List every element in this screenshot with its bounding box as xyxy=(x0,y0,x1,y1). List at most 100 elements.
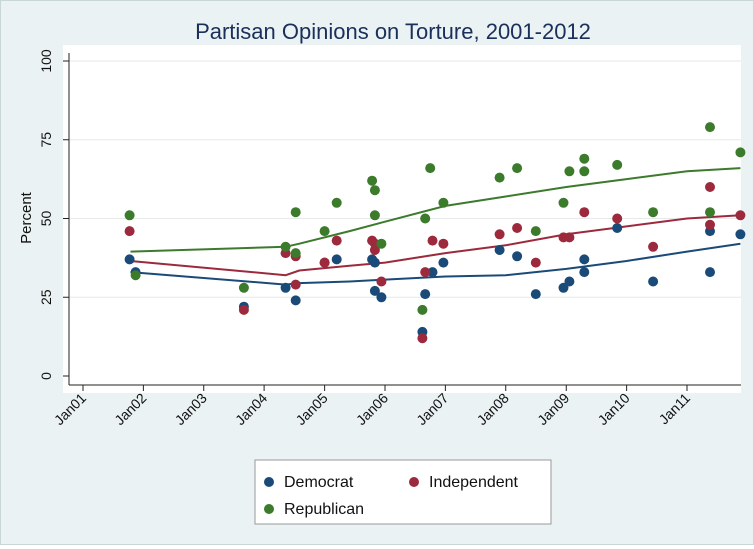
republican-point xyxy=(331,197,342,208)
x-tick-label: Jan11 xyxy=(656,390,694,428)
democrat-point xyxy=(530,289,541,300)
independent-point xyxy=(427,235,438,246)
data-points xyxy=(124,122,746,344)
x-tick-label: Jan07 xyxy=(413,390,451,428)
democrat-point xyxy=(579,254,590,265)
republican-point xyxy=(705,207,715,218)
republican-point xyxy=(579,153,590,164)
democrat-point xyxy=(612,223,623,233)
x-tick-label: Jan05 xyxy=(292,390,330,428)
legend-republican-label: Republican xyxy=(284,501,364,518)
independent-point xyxy=(564,232,575,243)
y-tick-label: 50 xyxy=(38,211,54,227)
independent-point xyxy=(417,333,428,344)
independent-point xyxy=(648,241,659,252)
independent-point xyxy=(512,223,523,233)
republican-point xyxy=(512,163,523,174)
democrat-point xyxy=(564,276,575,287)
republican-point xyxy=(417,304,428,315)
democrat-point xyxy=(331,254,342,265)
republican-point xyxy=(238,282,249,293)
democrat-point xyxy=(648,276,659,287)
x-tick-label: Jan01 xyxy=(51,390,89,428)
legend-independent-marker xyxy=(409,477,419,487)
independent-point xyxy=(420,267,431,278)
x-tick-label: Jan06 xyxy=(353,390,391,428)
democrat-point xyxy=(376,292,387,303)
republican-point xyxy=(612,159,623,170)
republican-point xyxy=(290,248,301,259)
republican-point xyxy=(564,166,575,177)
democrat-point xyxy=(420,289,431,300)
x-tick-label: Jan02 xyxy=(111,390,149,428)
y-axis-label: Percent xyxy=(18,191,35,244)
republican-point xyxy=(130,270,141,281)
legend-independent-label: Independent xyxy=(429,474,519,491)
republican-point xyxy=(558,197,569,208)
republican-point xyxy=(420,213,431,224)
independent-point xyxy=(376,276,387,287)
x-tick-label: Jan04 xyxy=(232,390,270,428)
democrat-point xyxy=(494,245,505,255)
independent-point xyxy=(579,207,590,218)
republican-point xyxy=(124,210,135,221)
democrat-point xyxy=(369,285,380,296)
independent-point xyxy=(331,235,342,246)
democrat-point xyxy=(438,257,449,268)
independent-point xyxy=(530,257,541,268)
independent-fit-line xyxy=(130,214,741,277)
legend-democrat-marker xyxy=(264,477,274,487)
republican-point xyxy=(579,166,590,177)
y-tick-label: 75 xyxy=(38,132,54,148)
independent-point xyxy=(705,219,715,230)
republican-point xyxy=(367,175,378,186)
legend: Democrat Independent Republican xyxy=(264,474,519,518)
democrat-point xyxy=(290,295,301,306)
democrat-point xyxy=(369,257,380,268)
independent-point xyxy=(319,257,330,268)
independent-point xyxy=(735,210,746,221)
y-tick-label: 25 xyxy=(38,289,54,305)
republican-point xyxy=(530,226,541,237)
democrat-point xyxy=(427,267,438,278)
legend-democrat-label: Democrat xyxy=(284,474,354,491)
republican-point xyxy=(369,185,380,196)
independent-point xyxy=(438,238,449,249)
democrat-point xyxy=(512,251,523,262)
y-tick-label: 100 xyxy=(38,49,54,73)
y-tick-label: 0 xyxy=(38,372,54,380)
republican-point xyxy=(735,147,746,158)
independent-point xyxy=(290,279,301,290)
independent-point xyxy=(612,213,623,224)
republican-point xyxy=(705,122,715,133)
republican-point xyxy=(648,207,659,218)
x-tick-label: Jan08 xyxy=(474,390,512,428)
x-tick-label: Jan03 xyxy=(172,390,210,428)
republican-point xyxy=(425,163,436,174)
chart-title: Partisan Opinions on Torture, 2001-2012 xyxy=(195,19,591,44)
democrat-point xyxy=(705,267,715,278)
x-tick-label: Jan10 xyxy=(594,390,632,428)
x-tick-label: Jan09 xyxy=(534,390,572,428)
republican-point xyxy=(494,172,505,183)
democrat-point xyxy=(579,267,590,278)
republican-point xyxy=(438,197,449,208)
independent-point xyxy=(369,245,380,255)
republican-point xyxy=(290,207,301,218)
gridlines xyxy=(69,60,741,298)
democrat-point xyxy=(124,254,135,265)
independent-point xyxy=(238,304,249,315)
independent-point xyxy=(124,226,135,237)
legend-box xyxy=(254,459,552,525)
independent-point xyxy=(705,182,715,192)
republican-point xyxy=(376,238,387,249)
democrat-point xyxy=(735,229,746,240)
republican-point xyxy=(369,210,380,221)
independent-point xyxy=(494,229,505,240)
republican-point xyxy=(319,226,330,237)
republican-point xyxy=(280,241,291,252)
democrat-point xyxy=(558,282,569,293)
democrat-point xyxy=(280,282,291,293)
